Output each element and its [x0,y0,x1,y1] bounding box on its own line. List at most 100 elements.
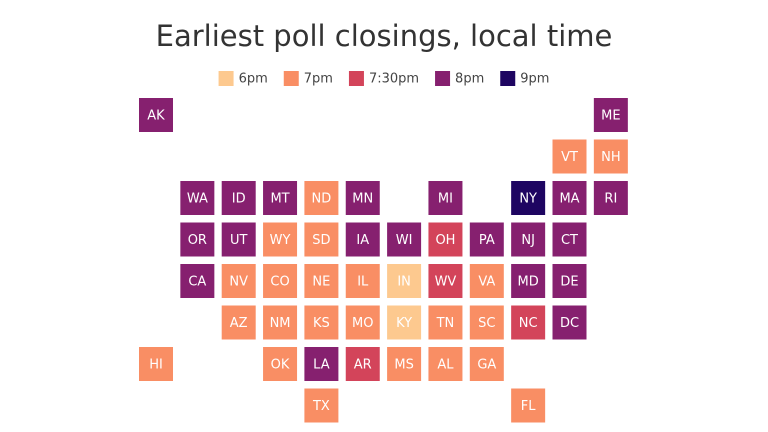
state-label: KY [396,316,412,331]
state-tile [593,181,628,215]
state-tile [221,264,256,298]
state-tile [221,181,256,215]
state-label: HI [149,358,163,373]
state-tile [387,264,422,298]
state-label: CO [270,275,289,290]
legend-swatch [435,71,451,86]
state-label: TN [436,316,455,331]
state-label: NV [229,275,248,290]
state-label: NY [519,192,537,207]
state-label: MD [518,275,539,290]
state-label: PA [479,233,495,248]
legend-label: 7pm [304,72,333,87]
state-label: ME [601,109,620,124]
state-label: WV [435,275,457,290]
state-tile [593,139,628,174]
state-label: OK [271,358,290,373]
legend-label: 9pm [520,72,549,87]
legend-swatch [218,71,234,86]
state-tile [552,264,587,298]
state-label: DC [560,316,579,331]
state-label: CT [561,233,578,248]
state-label: NC [519,316,538,331]
state-label: KS [313,316,330,331]
state-label: ID [232,192,246,207]
state-tile [552,305,587,340]
state-tile [552,222,587,257]
state-label: TX [312,399,330,414]
state-label: AK [147,109,165,124]
state-tile [469,222,504,257]
state-tile [511,388,546,423]
state-label: FL [521,399,536,414]
state-label: AZ [230,316,248,331]
state-label: MT [270,192,289,207]
state-label: NJ [521,233,535,248]
title: Earliest poll closings, local time [156,19,613,53]
state-label: GA [477,358,496,373]
state-label: IL [357,275,369,290]
state-tile [552,181,587,215]
state-tile [304,388,339,423]
legend-label: 8pm [455,72,484,87]
legend: 6pm 7pm 7:30pm 8pm 9pm [218,71,549,87]
state-tile [469,305,504,340]
state-label: VT [561,150,578,165]
state-tile [387,305,422,340]
state-label: UT [230,233,248,248]
state-label: OH [435,233,455,248]
state-tile [221,222,256,257]
state-label: MN [352,192,373,207]
state-label: OR [188,233,207,248]
state-label: WA [187,192,208,207]
state-label: SD [312,233,330,248]
state-tile [304,264,339,298]
state-tile [263,347,298,381]
legend-label: 6pm [239,72,268,87]
state-tile [304,305,339,340]
state-label: VA [478,275,495,290]
state-tile [345,222,380,257]
state-tile [387,222,422,257]
legend-swatch [283,71,299,86]
state-label: AL [437,358,454,373]
state-tile [552,139,587,174]
state-tile [263,264,298,298]
state-label: SC [478,316,495,331]
state-tile [304,347,339,381]
legend-label: 7:30pm [369,72,419,87]
state-tile [304,181,339,215]
state-tile [428,181,463,215]
state-tile [428,347,463,381]
legend-swatch [500,71,516,86]
state-label: NM [270,316,291,331]
state-tile [428,305,463,340]
state-label: MO [352,316,373,331]
state-label: RI [604,192,617,207]
state-label: WI [396,233,413,248]
state-tile [345,347,380,381]
state-tile [180,264,215,298]
state-label: DE [560,275,578,290]
state-tile [180,222,215,257]
state-label: ND [312,192,332,207]
state-tile [428,264,463,298]
state-tile [469,347,504,381]
state-tile [387,347,422,381]
state-tile [180,181,215,215]
state-tile [345,181,380,215]
tiles: AK ME VT NH WA ID MT ND MN MI NY MA RI OR UT WY SD IA WI OH… [139,98,628,423]
state-tile [593,98,628,132]
state-tile [263,181,298,215]
state-label: AR [354,358,372,373]
legend-swatch [348,71,364,86]
state-tile [139,347,173,381]
state-label: IN [397,275,411,290]
state-label: MA [559,192,579,207]
state-label: NE [312,275,330,290]
state-label: IA [356,233,369,248]
state-label: MS [394,358,413,373]
state-tile [345,305,380,340]
state-label: WY [270,233,291,248]
